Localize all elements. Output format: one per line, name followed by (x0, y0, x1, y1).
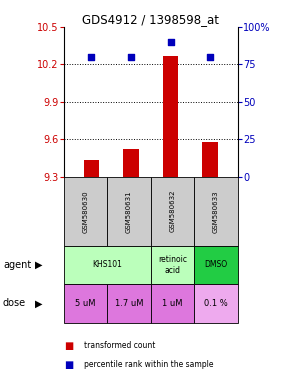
Bar (202, 142, 218, 177)
Point (129, 54, 133, 60)
FancyBboxPatch shape (64, 246, 151, 284)
FancyBboxPatch shape (64, 284, 107, 323)
Text: GSM580633: GSM580633 (213, 190, 219, 233)
Text: ■: ■ (64, 360, 73, 370)
Text: KHS101: KHS101 (92, 260, 122, 270)
Text: 1.7 uM: 1.7 uM (115, 299, 143, 308)
Text: transformed count: transformed count (84, 341, 155, 350)
Point (208, 54, 213, 60)
FancyBboxPatch shape (194, 284, 238, 323)
FancyBboxPatch shape (151, 246, 194, 284)
Text: DMSO: DMSO (204, 260, 228, 270)
Text: agent: agent (3, 260, 31, 270)
Text: GSM580631: GSM580631 (126, 190, 132, 233)
Text: GSM580632: GSM580632 (170, 190, 175, 232)
Point (89, 54, 94, 60)
Text: GSM580630: GSM580630 (83, 190, 88, 233)
Text: ■: ■ (64, 341, 73, 351)
Text: ▶: ▶ (35, 298, 42, 308)
FancyBboxPatch shape (64, 177, 107, 246)
Bar (163, 56, 178, 177)
FancyBboxPatch shape (151, 177, 194, 246)
Text: percentile rank within the sample: percentile rank within the sample (84, 360, 214, 369)
FancyBboxPatch shape (151, 284, 194, 323)
FancyBboxPatch shape (107, 284, 151, 323)
Point (168, 39, 173, 45)
Text: dose: dose (3, 298, 26, 308)
FancyBboxPatch shape (194, 177, 238, 246)
FancyBboxPatch shape (107, 177, 151, 246)
Text: 1 uM: 1 uM (162, 299, 183, 308)
Title: GDS4912 / 1398598_at: GDS4912 / 1398598_at (82, 13, 219, 26)
Bar (84, 161, 99, 177)
Text: ▶: ▶ (35, 260, 42, 270)
Text: retinoic
acid: retinoic acid (158, 255, 187, 275)
Text: 5 uM: 5 uM (75, 299, 96, 308)
FancyBboxPatch shape (194, 246, 238, 284)
Bar (123, 149, 139, 177)
Text: 0.1 %: 0.1 % (204, 299, 228, 308)
